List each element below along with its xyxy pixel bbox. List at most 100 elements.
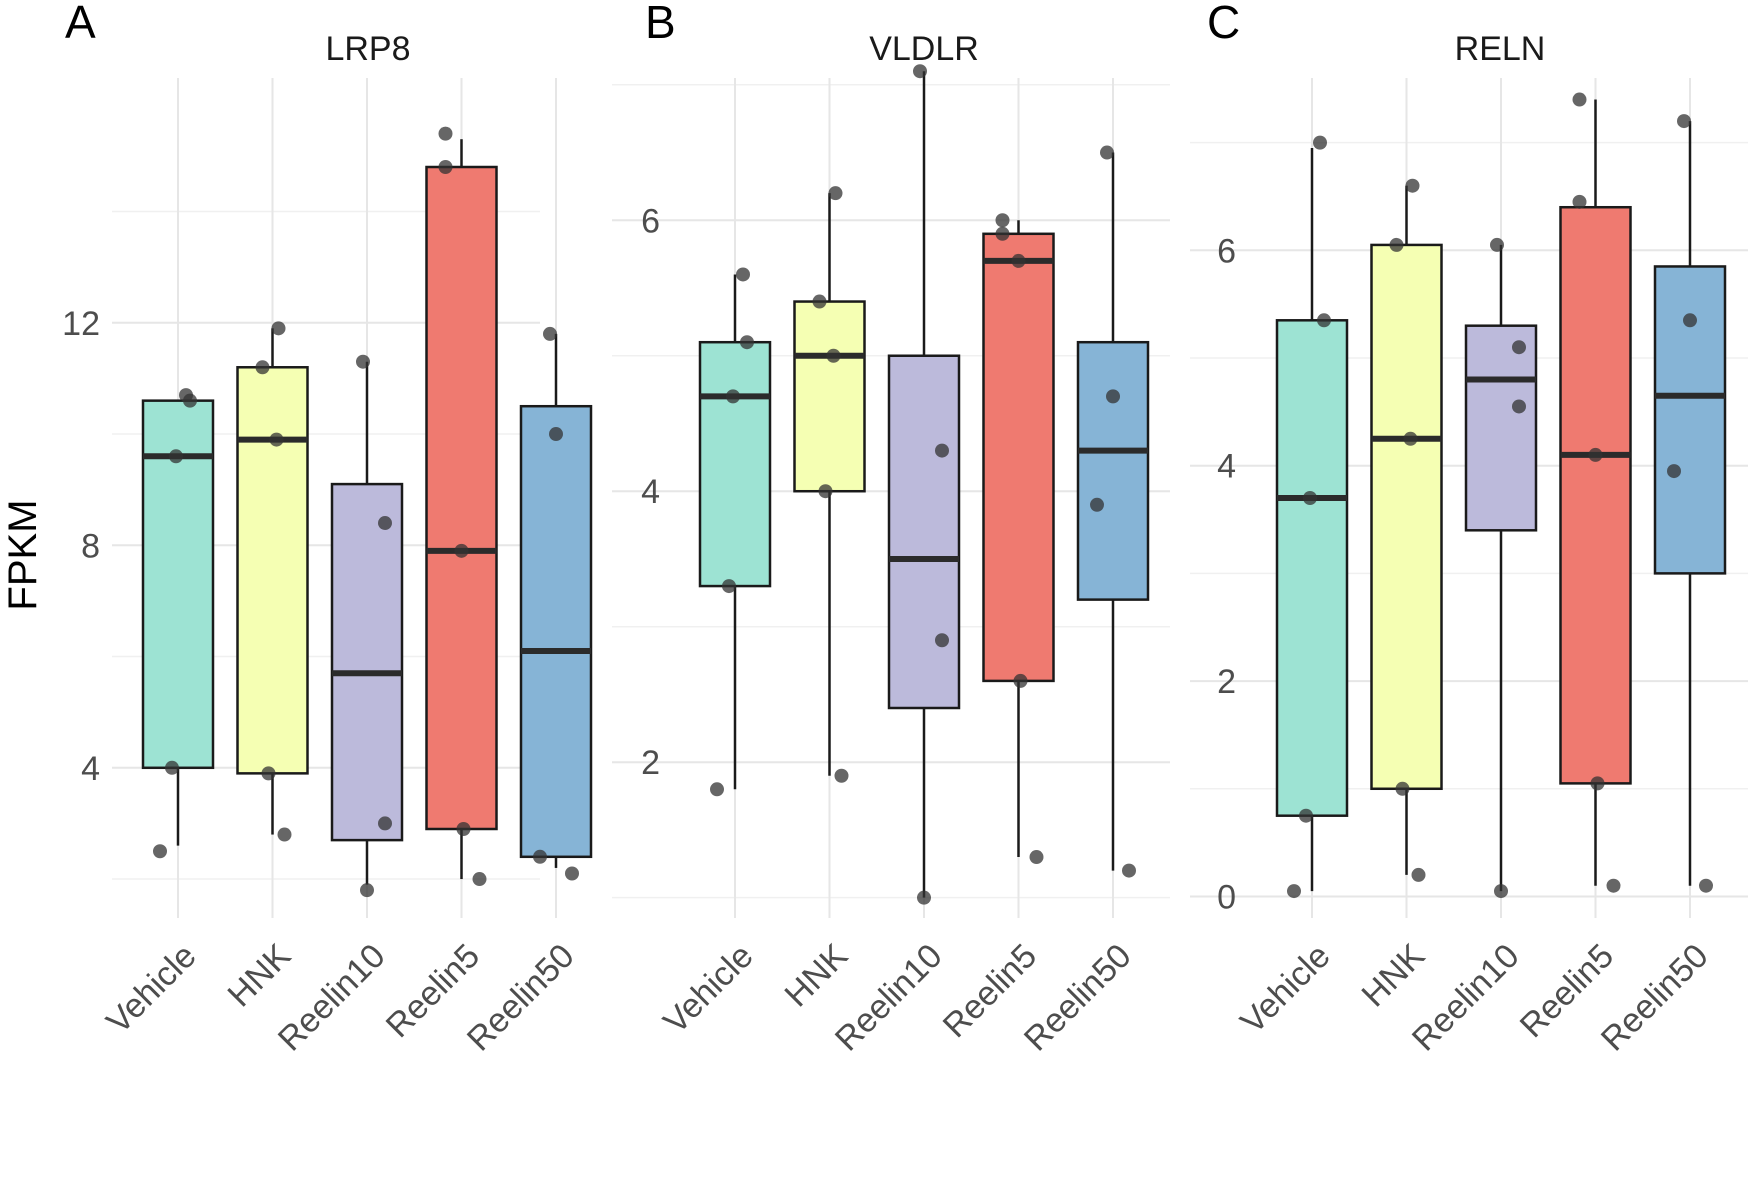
data-point — [153, 844, 167, 859]
box-iqr — [982, 232, 1055, 683]
panel-title: VLDLR — [869, 30, 979, 68]
y-tick-label: 4 — [81, 750, 100, 788]
data-point — [995, 226, 1010, 241]
data-point — [818, 484, 833, 499]
y-tick-label: 4 — [641, 473, 660, 511]
data-point — [1677, 114, 1691, 129]
x-tick-label: Vehicle — [656, 937, 760, 1041]
box-iqr — [1653, 265, 1727, 575]
data-point — [169, 449, 183, 464]
box-iqr — [1275, 319, 1349, 817]
box-iqr — [330, 482, 404, 842]
data-point — [549, 427, 563, 442]
data-point — [812, 294, 827, 309]
data-point — [378, 516, 392, 531]
data-point — [438, 126, 453, 141]
box-hnk — [236, 328, 309, 835]
box-hnk — [793, 193, 866, 776]
data-point — [740, 335, 754, 350]
box-reelin10 — [1464, 244, 1538, 892]
box-reelin5 — [1559, 99, 1632, 886]
data-point — [1303, 491, 1317, 505]
data-point — [1606, 878, 1621, 893]
box-iqr — [519, 404, 593, 859]
box-reelin50 — [1653, 121, 1727, 886]
data-point — [1013, 673, 1028, 688]
box-iqr — [698, 340, 772, 588]
data-point — [722, 579, 736, 594]
data-point — [1512, 340, 1526, 355]
box-iqr — [236, 366, 309, 775]
panel-letter: A — [65, 0, 96, 48]
y-tick-label: 6 — [641, 202, 660, 240]
y-tick-label: 6 — [1217, 232, 1236, 270]
box-vehicle — [698, 274, 772, 790]
data-point — [1572, 92, 1587, 107]
data-point — [378, 816, 392, 831]
data-point — [995, 213, 1010, 228]
y-tick-label: 2 — [1217, 663, 1236, 701]
data-point — [472, 872, 487, 887]
panel-title: LRP8 — [325, 30, 410, 68]
box-vehicle — [1275, 148, 1349, 892]
box-reelin10 — [887, 71, 961, 898]
data-point — [710, 782, 724, 797]
data-point — [1588, 447, 1603, 462]
data-point — [1590, 776, 1605, 791]
data-point — [533, 849, 547, 864]
y-tick-label: 8 — [81, 527, 100, 565]
box-iqr — [141, 399, 215, 770]
data-point — [913, 64, 927, 79]
panel-letter: B — [645, 0, 676, 48]
data-point — [255, 360, 270, 375]
data-point — [183, 393, 197, 408]
data-point — [1122, 863, 1136, 878]
data-point — [356, 354, 370, 369]
data-point — [454, 543, 469, 558]
box-iqr — [1370, 243, 1443, 791]
y-tick-label: 0 — [1217, 878, 1236, 916]
box-iqr — [425, 165, 498, 831]
data-point — [543, 326, 557, 341]
data-point — [1490, 237, 1504, 252]
data-point — [1313, 135, 1327, 150]
data-point — [1699, 878, 1713, 893]
data-point — [828, 186, 843, 201]
box-reelin50 — [519, 333, 593, 868]
data-point — [456, 821, 471, 836]
box-reelin50 — [1076, 152, 1150, 871]
box-iqr — [1076, 340, 1150, 601]
panel-title: RELN — [1455, 30, 1546, 68]
data-point — [726, 389, 740, 404]
data-point — [736, 267, 750, 282]
data-point — [1403, 431, 1418, 446]
data-point — [1389, 237, 1404, 252]
data-point — [1411, 867, 1426, 882]
data-point — [1494, 884, 1508, 899]
data-point — [261, 766, 276, 781]
data-point — [1299, 808, 1313, 823]
x-tick-label: HNK — [221, 937, 299, 1015]
x-tick-label: HNK — [778, 937, 856, 1015]
data-point — [271, 321, 286, 336]
data-point — [1395, 781, 1410, 796]
data-point — [1317, 313, 1331, 328]
data-point — [1029, 850, 1044, 865]
data-point — [269, 432, 284, 447]
box-iqr — [1559, 205, 1632, 785]
data-point — [360, 883, 374, 898]
x-tick-label: Vehicle — [99, 937, 203, 1041]
box-vehicle — [141, 399, 215, 846]
data-point — [1667, 464, 1681, 479]
box-reelin5 — [425, 139, 498, 880]
data-point — [1512, 399, 1526, 414]
x-tick-label: HNK — [1355, 937, 1433, 1015]
box-hnk — [1370, 185, 1443, 875]
y-tick-label: 2 — [641, 744, 660, 782]
x-tick-label: Vehicle — [1233, 937, 1337, 1041]
data-point — [917, 890, 931, 905]
box-iqr — [793, 300, 866, 493]
